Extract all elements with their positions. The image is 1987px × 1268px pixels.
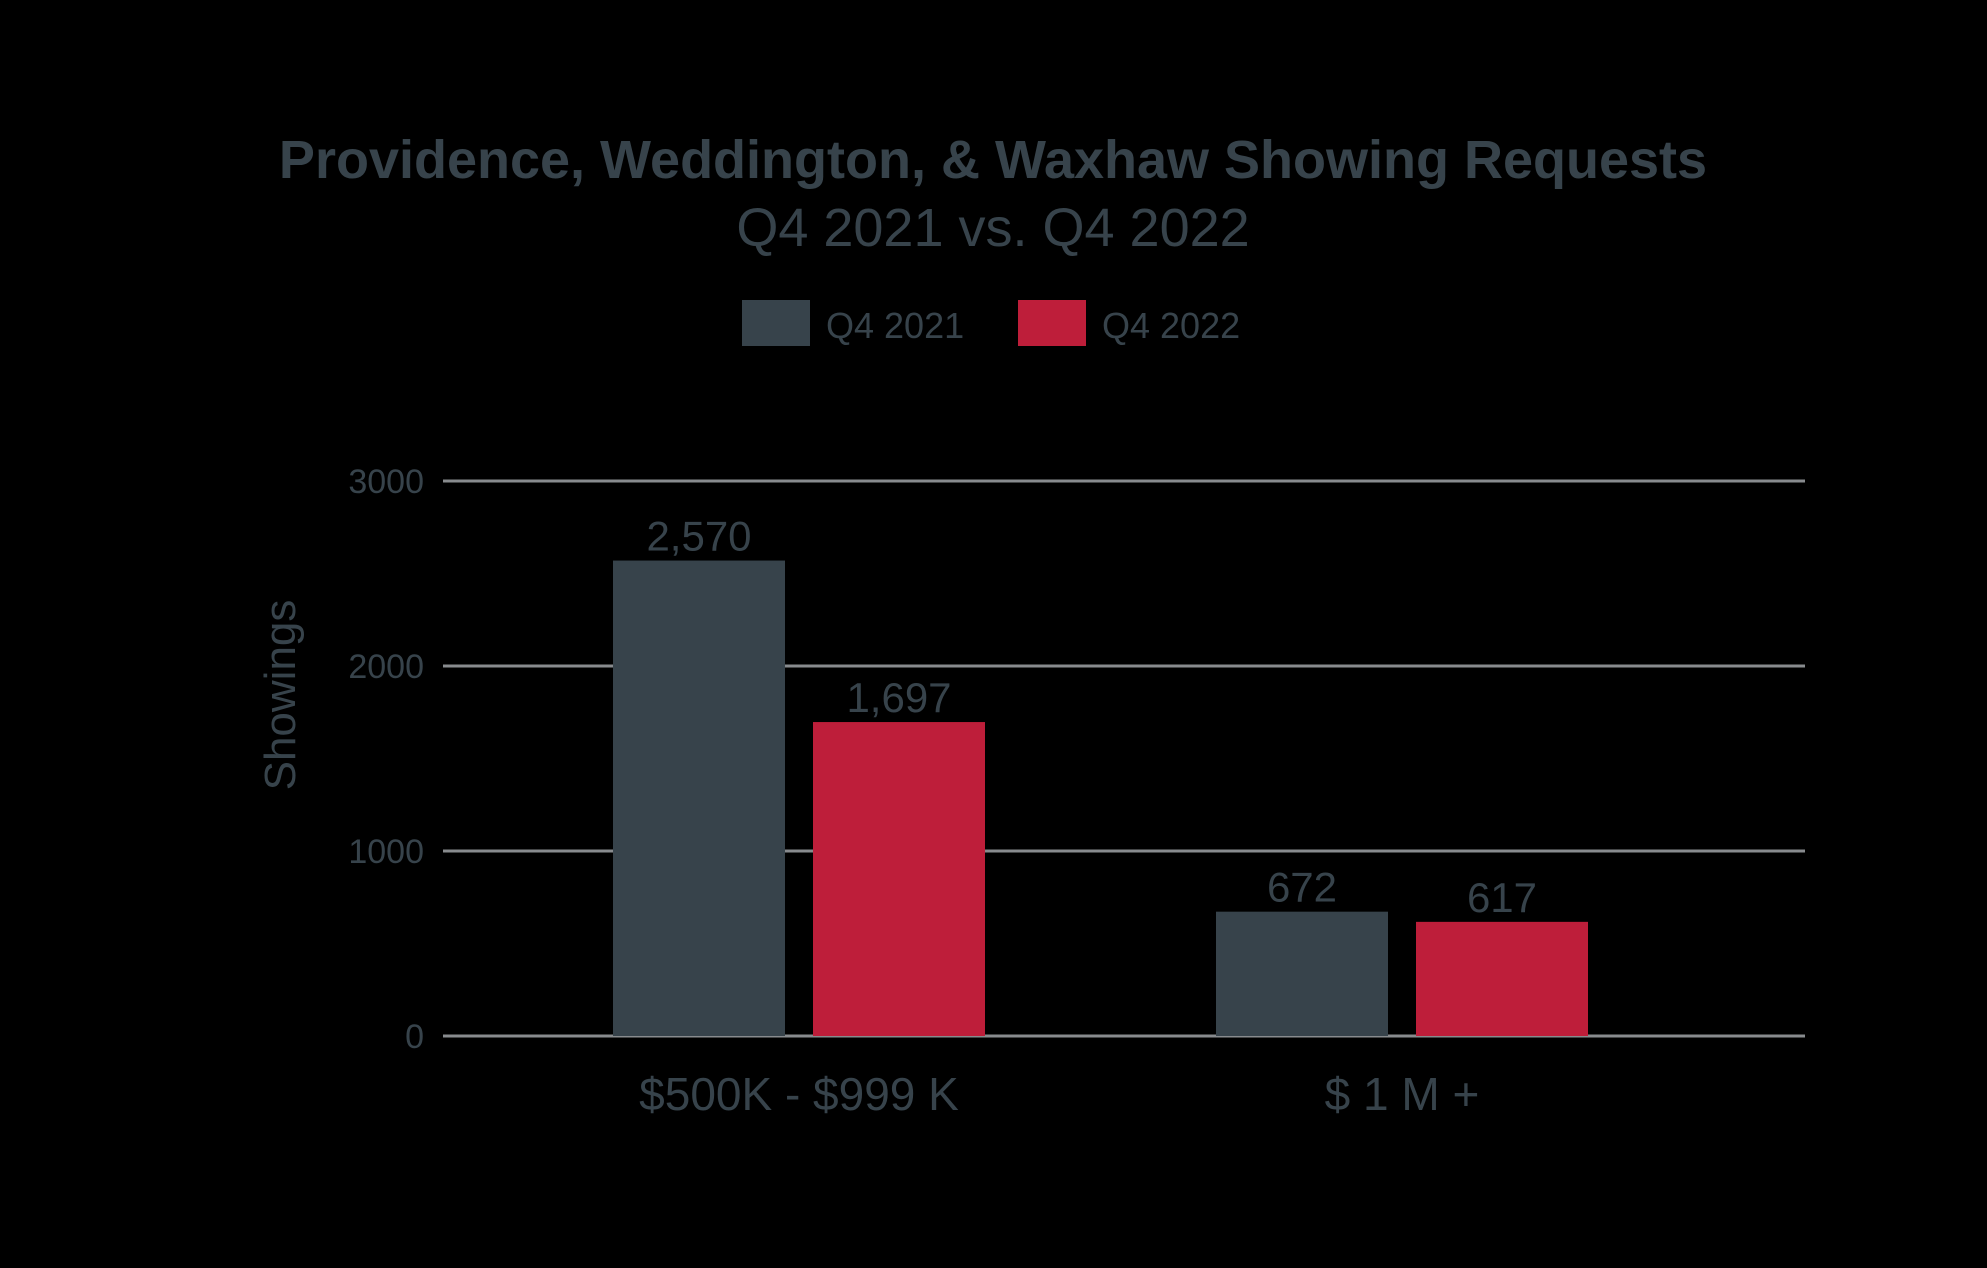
x-category-label-1: $ 1 M +: [1325, 1068, 1480, 1120]
data-labels: 2,570 1,697 672 617: [646, 513, 1537, 921]
x-axis-categories: $500K - $999 K $ 1 M +: [639, 1068, 1479, 1120]
y-tick-label-0: 0: [405, 1018, 424, 1056]
legend-swatch-q4-2021: [742, 300, 810, 346]
y-axis-ticks: 0 1000 2000 3000: [348, 463, 424, 1056]
bars: [613, 560, 1588, 1036]
chart-subtitle: Q4 2021 vs. Q4 2022: [736, 198, 1249, 258]
chart-title: Providence, Weddington, & Waxhaw Showing…: [279, 130, 1707, 190]
data-label-q4-2021-cat-1: 672: [1267, 864, 1337, 911]
y-tick-label-2000: 2000: [348, 648, 424, 686]
bar-q4-2022-cat-0: [813, 722, 985, 1036]
bar-q4-2021-cat-0: [613, 560, 785, 1036]
legend-label-q4-2022: Q4 2022: [1102, 305, 1240, 346]
bar-q4-2022-cat-1: [1416, 921, 1588, 1036]
x-category-label-0: $500K - $999 K: [639, 1068, 959, 1120]
legend-swatch-q4-2022: [1018, 300, 1086, 346]
bar-q4-2021-cat-1: [1216, 911, 1388, 1036]
y-tick-label-1000: 1000: [348, 833, 424, 871]
data-label-q4-2021-cat-0: 2,570: [646, 513, 751, 560]
data-label-q4-2022-cat-1: 617: [1467, 874, 1537, 921]
y-tick-label-3000: 3000: [348, 463, 424, 501]
data-label-q4-2022-cat-0: 1,697: [846, 674, 951, 721]
y-axis-title: Showings: [256, 600, 305, 791]
legend: Q4 2021 Q4 2022: [742, 300, 1240, 346]
legend-label-q4-2021: Q4 2021: [826, 305, 964, 346]
